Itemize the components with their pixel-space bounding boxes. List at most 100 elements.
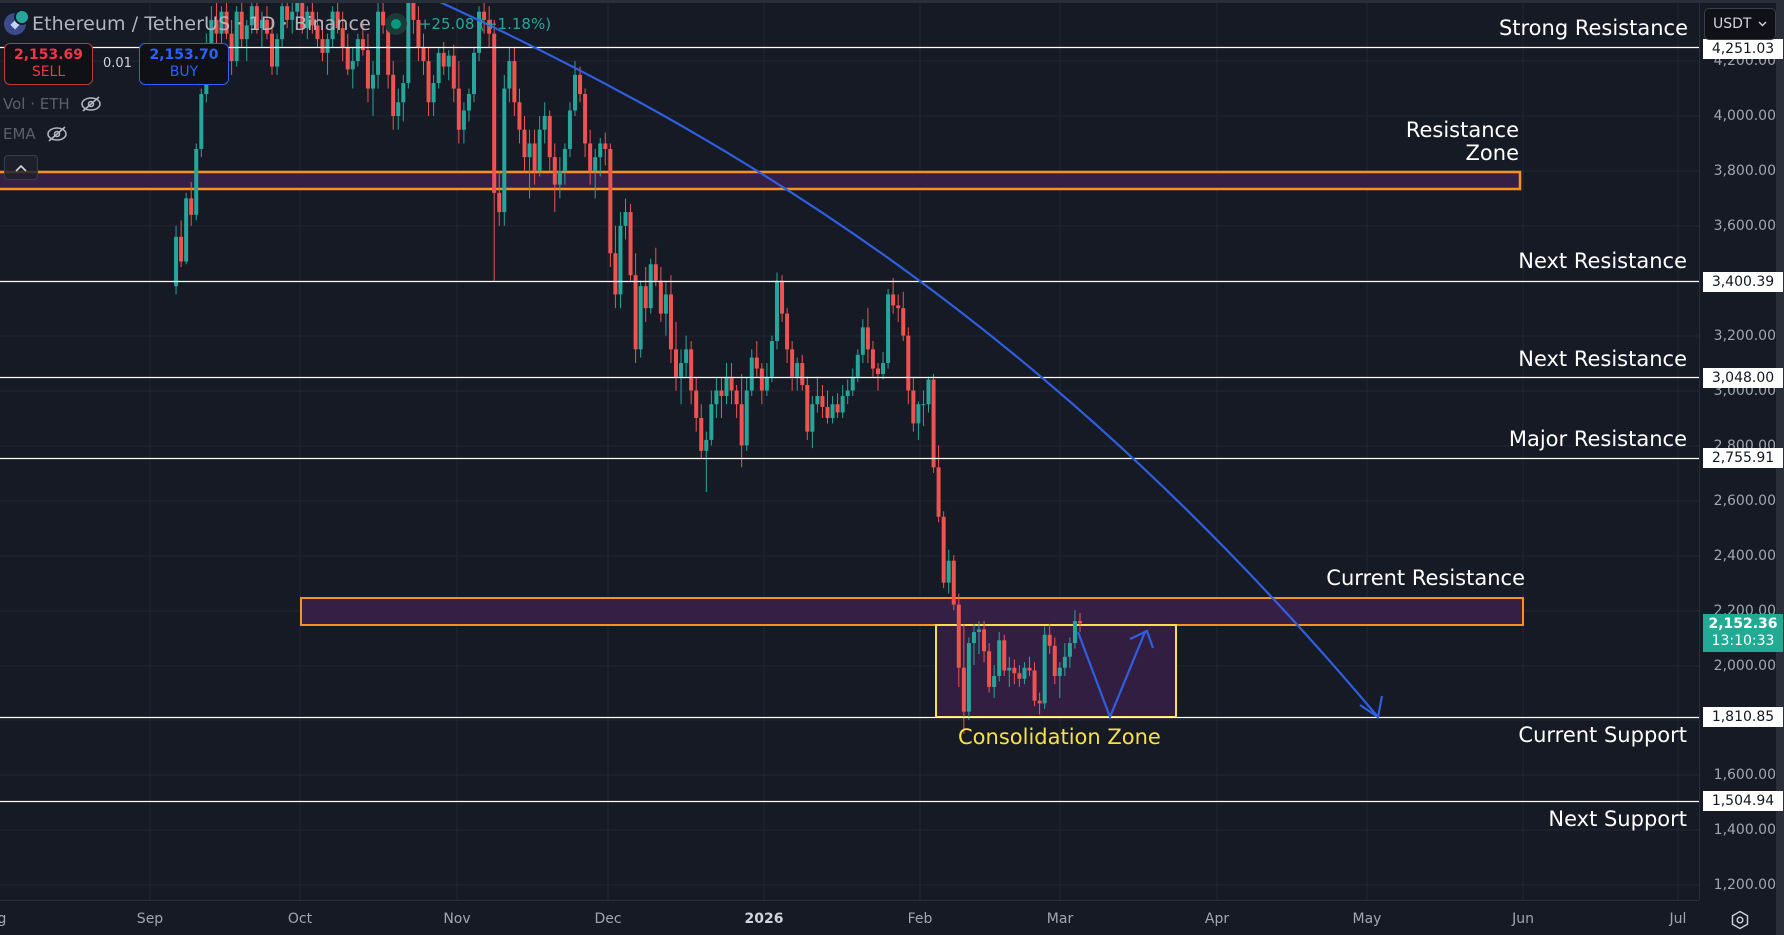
indicator-label: EMA (3, 125, 36, 143)
candle-body (982, 629, 987, 652)
price-axis[interactable]: 4,200.00 4,000.00 3,800.00 3,600.00 3,20… (1699, 0, 1784, 900)
label-resistance-zone-1: Resistance (1405, 118, 1519, 142)
candlestick-plot[interactable] (0, 0, 1699, 900)
candle-body (876, 368, 880, 375)
indicator-label: Vol · ETH (3, 95, 70, 113)
eye-off-icon[interactable] (46, 125, 68, 143)
candle-body (775, 280, 779, 342)
price-change: +25.08 (+1.18%) (418, 15, 552, 33)
candle-body (411, 0, 416, 20)
candle-body (194, 148, 199, 215)
time-tick: Feb (907, 911, 933, 927)
candle-body (704, 439, 709, 451)
candle-body (224, 11, 229, 34)
indicator-volume[interactable]: Vol · ETH (3, 95, 102, 113)
candle-body (487, 19, 492, 34)
sell-button[interactable]: 2,153.69 SELL (4, 43, 93, 85)
price-tick: 1,600.00 (1713, 767, 1776, 783)
candle-body (446, 55, 451, 67)
zigzag-arrowhead-icon (1129, 629, 1155, 649)
candle-body (461, 110, 466, 130)
candle-body (855, 354, 860, 377)
candle-body (1052, 645, 1057, 676)
price-tick: 3,800.00 (1713, 163, 1776, 179)
candle-body (320, 39, 325, 53)
price-tick: 3,200.00 (1713, 328, 1776, 344)
candle-body (1012, 667, 1017, 674)
candle-body (179, 236, 184, 262)
current-resistance-box (300, 597, 1524, 626)
candle-body (497, 192, 502, 213)
candle-body (547, 116, 552, 158)
candle-body (219, 11, 224, 34)
candle-body (310, 11, 315, 26)
resistance-zone-box (0, 170, 1522, 191)
level-tag-next-resistance-2: 3,048.00 (1703, 368, 1783, 388)
candle-body (694, 390, 699, 418)
level-tag-next-resistance-1: 3,400.39 (1703, 272, 1783, 292)
candle-body (603, 143, 608, 149)
candle-body (360, 39, 365, 51)
label-strong-resistance: Strong Resistance (1498, 16, 1688, 40)
candle-body (477, 11, 482, 53)
candle-body (578, 74, 583, 95)
candle-body (239, 11, 244, 40)
candle-body (810, 404, 815, 432)
buy-button[interactable]: 2,153.70 BUY (139, 43, 229, 85)
time-tick: Jun (1512, 911, 1534, 927)
candle-body (941, 516, 946, 583)
sell-price: 2,153.69 (13, 47, 84, 63)
buy-price: 2,153.70 (149, 47, 219, 63)
sell-label: SELL (31, 64, 66, 80)
chart-settings-button[interactable] (1729, 909, 1751, 931)
candle-body (355, 39, 360, 62)
candle-body (472, 52, 476, 95)
candle-body (886, 294, 891, 364)
candle-body (881, 363, 886, 375)
candle-body (174, 236, 179, 287)
bar-countdown: 13:10:33 (1711, 633, 1775, 649)
time-axis[interactable]: g Sep Oct Nov Dec 2026 Feb Mar Apr May J… (0, 900, 1699, 935)
candle-body (891, 294, 896, 306)
candle-body (598, 143, 603, 158)
eye-off-icon[interactable] (80, 95, 102, 113)
candle-body (512, 61, 517, 103)
candle-body (264, 19, 269, 34)
candle-body (951, 560, 956, 605)
currency-dropdown[interactable]: USDT (1704, 8, 1776, 40)
candle-body (244, 25, 249, 40)
candle-body (997, 640, 1002, 676)
candle-body (785, 313, 790, 350)
candle-body (254, 6, 259, 29)
candle-body (542, 116, 547, 130)
candle-body (189, 198, 194, 215)
candle-body (391, 74, 396, 116)
candle-body (482, 11, 487, 20)
candle-body (850, 376, 855, 391)
candle-body (1057, 667, 1062, 676)
candle-body (300, 0, 305, 29)
candle-body (1067, 643, 1072, 657)
candle-body (1062, 656, 1067, 668)
collapse-legend-button[interactable] (4, 155, 38, 180)
candle-body (780, 280, 785, 314)
candle-body (971, 632, 976, 644)
time-tick: May (1352, 911, 1382, 927)
candle-body (956, 604, 961, 668)
candle-body (371, 74, 375, 89)
label-next-support: Next Support (1548, 807, 1687, 831)
candle-body (1027, 667, 1032, 671)
label-current-support: Current Support (1518, 723, 1687, 747)
candle-body (663, 294, 668, 314)
candle-body (815, 395, 820, 405)
spread-value: 0.01 (103, 56, 132, 71)
symbol-title[interactable]: Ethereum / TetherUS · 1D · Binance (32, 13, 371, 35)
candle-body (350, 61, 355, 70)
candle-body (280, 6, 285, 40)
time-tick: Sep (136, 911, 164, 927)
time-tick: Mar (1046, 911, 1074, 927)
indicator-ema[interactable]: EMA (3, 125, 68, 143)
projection-arrowhead-icon (1359, 695, 1384, 719)
candle-body (249, 6, 254, 26)
